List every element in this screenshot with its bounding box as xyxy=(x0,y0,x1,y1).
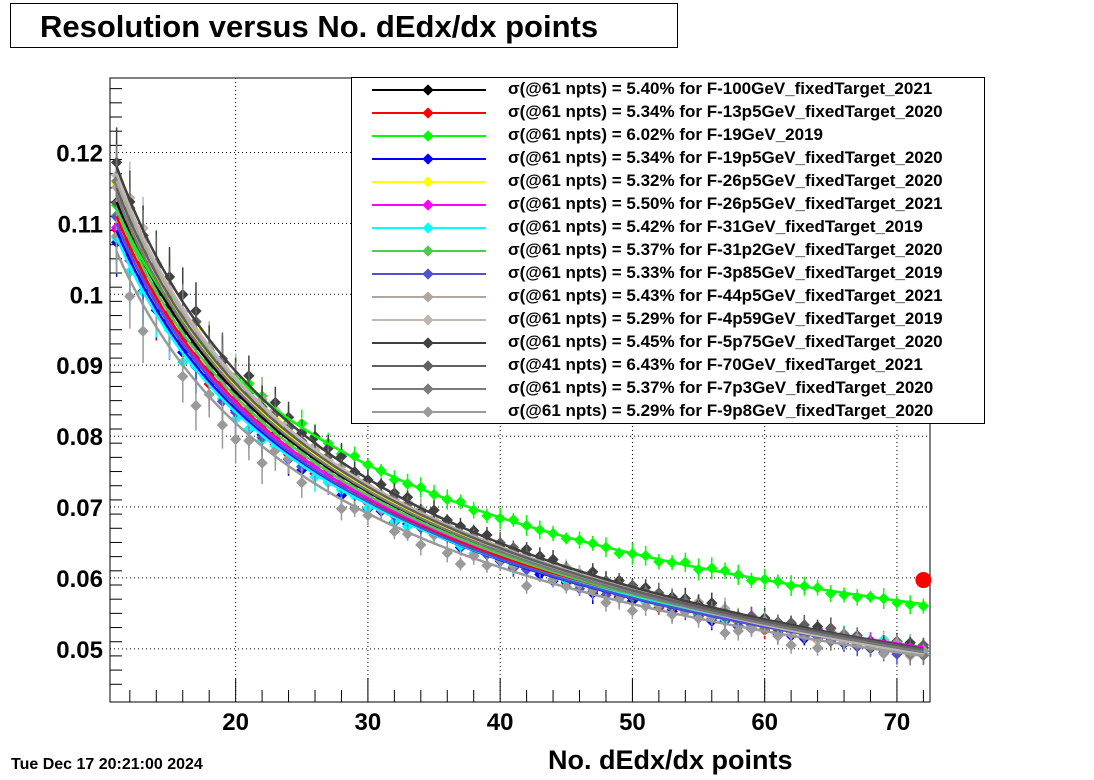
legend-marker-icon xyxy=(422,268,434,280)
legend-label: σ(@41 npts) = 6.43% for F-70GeV_fixedTar… xyxy=(508,355,923,374)
legend-marker-icon xyxy=(422,176,434,188)
x-tick-label: 60 xyxy=(751,709,778,736)
legend-marker-icon xyxy=(422,337,434,349)
legend-marker-icon xyxy=(422,199,434,211)
data-point xyxy=(811,642,824,654)
legend-entry: σ(@61 npts) = 6.02% for F-19GeV_2019 xyxy=(352,124,984,147)
y-tick-label: 0.1 xyxy=(70,282,103,309)
legend-entry: σ(@61 npts) = 5.43% for F-44p5GeV_fixedT… xyxy=(352,285,984,308)
y-tick-label: 0.11 xyxy=(58,211,103,238)
legend-label: σ(@61 npts) = 5.29% for F-9p8GeV_fixedTa… xyxy=(508,401,934,420)
legend-marker-icon xyxy=(422,222,434,234)
fit-curve xyxy=(115,208,924,606)
legend-entry: σ(@61 npts) = 5.34% for F-13p5GeV_fixedT… xyxy=(352,101,984,124)
data-point xyxy=(124,290,136,303)
highlight-point xyxy=(915,572,932,589)
fit-curve xyxy=(115,187,924,651)
legend-entry: σ(@61 npts) = 5.34% for F-19p5GeV_fixedT… xyxy=(352,147,984,170)
legend-marker-icon xyxy=(422,291,434,303)
legend: σ(@61 npts) = 5.40% for F-100GeV_fixedTa… xyxy=(351,77,985,424)
legend-label: σ(@61 npts) = 5.37% for F-7p3GeV_fixedTa… xyxy=(508,378,934,397)
x-axis-label: No. dEdx/dx points xyxy=(548,745,793,775)
legend-marker-icon xyxy=(422,383,434,395)
data-point xyxy=(190,400,202,412)
fit-curve xyxy=(115,166,924,651)
data-point xyxy=(256,457,268,469)
legend-entry: σ(@61 npts) = 5.40% for F-100GeV_fixedTa… xyxy=(352,78,984,101)
data-point xyxy=(626,605,639,617)
legend-label: σ(@61 npts) = 5.40% for F-100GeV_fixedTa… xyxy=(508,79,933,98)
data-point xyxy=(415,539,427,551)
y-tick-label: 0.08 xyxy=(56,424,103,451)
data-point xyxy=(520,580,533,592)
fit-curve xyxy=(115,194,924,653)
legend-entry: σ(@61 npts) = 5.37% for F-7p3GeV_fixedTa… xyxy=(352,377,984,400)
legend-marker-icon xyxy=(422,107,434,119)
timestamp: Tue Dec 17 20:21:00 2024 xyxy=(11,756,203,773)
legend-entry: σ(@61 npts) = 5.32% for F-26p5GeV_fixedT… xyxy=(352,170,984,193)
legend-marker-icon xyxy=(422,406,434,418)
data-point xyxy=(137,325,149,337)
data-point xyxy=(216,419,229,431)
legend-marker-icon xyxy=(422,245,434,257)
legend-marker-icon xyxy=(422,360,434,372)
y-tick-label: 0.12 xyxy=(56,140,103,167)
legend-marker-icon xyxy=(422,130,434,142)
legend-label: σ(@61 npts) = 5.37% for F-31p2GeV_fixedT… xyxy=(508,240,943,259)
legend-entry: σ(@41 npts) = 6.43% for F-70GeV_fixedTar… xyxy=(352,354,984,377)
legend-entry: σ(@61 npts) = 5.37% for F-31p2GeV_fixedT… xyxy=(352,239,984,262)
legend-label: σ(@61 npts) = 5.33% for F-3p85GeV_fixedT… xyxy=(508,263,943,282)
legend-marker-icon xyxy=(422,84,434,96)
legend-label: σ(@61 npts) = 5.32% for F-26p5GeV_fixedT… xyxy=(508,171,943,190)
x-tick-label: 30 xyxy=(355,709,382,736)
y-tick-label: 0.07 xyxy=(56,495,103,522)
y-tick-label: 0.06 xyxy=(56,566,103,593)
legend-label: σ(@61 npts) = 5.34% for F-19p5GeV_fixedT… xyxy=(508,148,943,167)
legend-label: σ(@61 npts) = 5.34% for F-13p5GeV_fixedT… xyxy=(508,102,943,121)
data-point xyxy=(719,627,731,639)
data-point xyxy=(785,639,797,651)
legend-entry: σ(@61 npts) = 5.50% for F-26p5GeV_fixedT… xyxy=(352,193,984,216)
legend-label: σ(@61 npts) = 6.02% for F-19GeV_2019 xyxy=(508,125,823,144)
legend-marker-icon xyxy=(422,153,434,165)
data-point xyxy=(600,596,612,609)
legend-entry: σ(@61 npts) = 5.33% for F-3p85GeV_fixedT… xyxy=(352,262,984,285)
x-tick-label: 70 xyxy=(884,709,911,736)
legend-marker-icon xyxy=(422,314,434,326)
fit-curve xyxy=(115,251,924,658)
data-point xyxy=(177,370,189,383)
legend-label: σ(@61 npts) = 5.50% for F-26p5GeV_fixedT… xyxy=(508,194,943,213)
legend-entry: σ(@61 npts) = 5.29% for F-9p8GeV_fixedTa… xyxy=(352,400,984,423)
legend-label: σ(@61 npts) = 5.45% for F-5p75GeV_fixedT… xyxy=(508,332,943,351)
y-tick-label: 0.05 xyxy=(56,637,103,664)
data-point xyxy=(296,476,308,489)
x-tick-label: 50 xyxy=(619,709,646,736)
legend-entry: σ(@61 npts) = 5.42% for F-31GeV_fixedTar… xyxy=(352,216,984,239)
x-tick-label: 40 xyxy=(487,709,514,736)
data-point xyxy=(229,433,242,446)
chart-title: Resolution versus No. dEdx/dx points xyxy=(10,3,678,48)
legend-label: σ(@61 npts) = 5.42% for F-31GeV_fixedTar… xyxy=(508,217,923,236)
data-point xyxy=(454,558,467,570)
legend-label: σ(@61 npts) = 5.29% for F-4p59GeV_fixedT… xyxy=(508,309,943,328)
legend-entry: σ(@61 npts) = 5.29% for F-4p59GeV_fixedT… xyxy=(352,308,984,331)
legend-label: σ(@61 npts) = 5.43% for F-44p5GeV_fixedT… xyxy=(508,286,943,305)
data-point xyxy=(732,625,744,637)
x-tick-label: 20 xyxy=(222,709,249,736)
legend-entry: σ(@61 npts) = 5.45% for F-5p75GeV_fixedT… xyxy=(352,331,984,354)
y-tick-label: 0.09 xyxy=(56,353,103,380)
